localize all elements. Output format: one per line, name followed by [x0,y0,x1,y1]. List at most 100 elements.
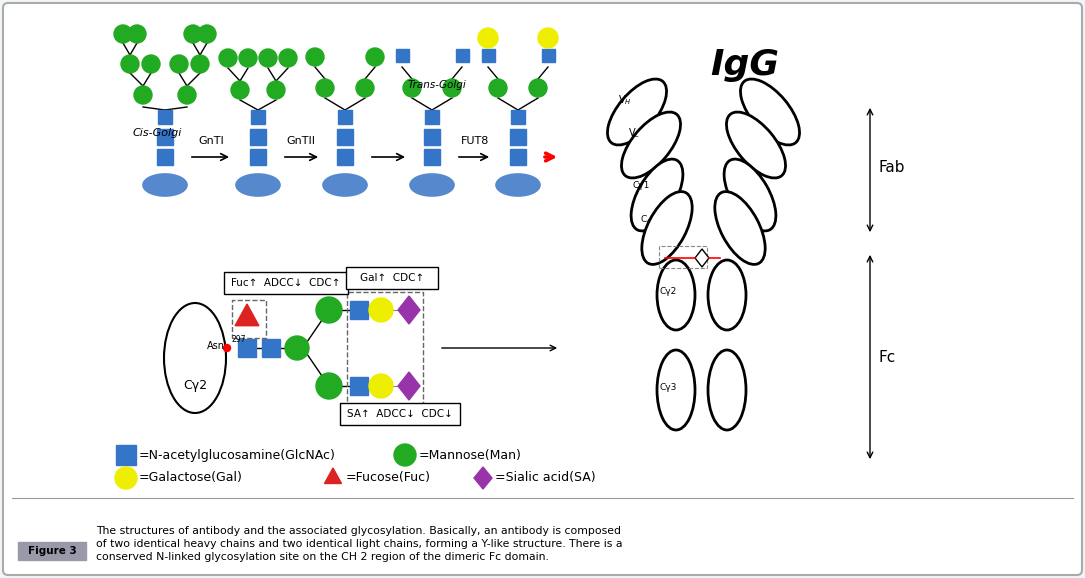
Polygon shape [324,468,342,484]
Text: Cγ2: Cγ2 [660,287,677,297]
Ellipse shape [642,191,692,264]
Ellipse shape [724,159,776,231]
Circle shape [489,79,507,97]
Circle shape [316,79,334,97]
Ellipse shape [496,174,540,196]
Ellipse shape [323,174,367,196]
Ellipse shape [164,303,226,413]
Ellipse shape [709,350,746,430]
Circle shape [224,344,230,351]
Text: SA↑  ADCC↓  CDC↓: SA↑ ADCC↓ CDC↓ [347,409,452,419]
Text: Gal↑  CDC↑: Gal↑ CDC↑ [360,273,424,283]
Bar [337,129,353,145]
Text: C$_L$: C$_L$ [640,214,652,226]
Ellipse shape [410,174,454,196]
Circle shape [394,444,416,466]
Ellipse shape [715,191,765,264]
Bar [157,149,173,165]
Bar [251,110,265,124]
Ellipse shape [740,79,800,145]
Bar [396,49,408,61]
Text: Fab: Fab [878,161,905,176]
Circle shape [191,55,209,73]
Ellipse shape [658,260,695,330]
Circle shape [369,298,393,322]
Text: IgG: IgG [711,48,779,82]
Circle shape [443,79,461,97]
Bar [250,149,266,165]
Bar [261,339,280,357]
Circle shape [231,81,248,99]
Circle shape [142,55,159,73]
Circle shape [316,373,342,399]
Polygon shape [398,296,420,324]
Text: Cis-Golgi: Cis-Golgi [132,128,181,138]
Bar [12,498,1073,566]
Circle shape [267,81,285,99]
Circle shape [178,86,196,104]
Polygon shape [235,304,259,325]
Text: 297: 297 [231,335,245,344]
Bar [482,49,495,61]
FancyBboxPatch shape [3,3,1082,575]
Circle shape [219,49,237,67]
FancyBboxPatch shape [346,267,438,289]
Circle shape [114,25,132,43]
Bar [424,129,441,145]
Text: GnTII: GnTII [286,136,316,146]
Text: Fc: Fc [878,350,895,365]
Bar [158,110,173,124]
Text: conserved N-linked glycosylation site on the CH 2 region of the dimeric Fc domai: conserved N-linked glycosylation site on… [95,552,549,562]
Circle shape [239,49,257,67]
Text: V$_H$: V$_H$ [618,93,631,107]
Ellipse shape [658,350,695,430]
Circle shape [184,25,202,43]
Text: =Sialic acid(SA): =Sialic acid(SA) [495,472,596,484]
Bar [510,149,526,165]
Ellipse shape [631,159,682,231]
Bar [339,110,352,124]
Text: Cγ3: Cγ3 [660,383,677,392]
Circle shape [316,297,342,323]
Bar [350,377,368,395]
Circle shape [306,48,324,66]
Bar [337,149,353,165]
Bar [116,445,136,465]
Text: of two identical heavy chains and two identical light chains, forming a Y-like s: of two identical heavy chains and two id… [95,539,623,549]
Bar [350,301,368,319]
Circle shape [538,28,558,48]
Polygon shape [695,249,709,267]
Text: Figure 3: Figure 3 [27,546,76,556]
Text: =N-acetylglucosamine(GlcNAc): =N-acetylglucosamine(GlcNAc) [139,449,336,461]
Circle shape [356,79,374,97]
Circle shape [369,374,393,398]
Circle shape [170,55,188,73]
Bar [425,110,439,124]
Circle shape [197,25,216,43]
Text: Cγ2: Cγ2 [183,380,207,392]
Text: =Fucose(Fuc): =Fucose(Fuc) [346,472,431,484]
Circle shape [122,55,139,73]
Text: Fuc↑  ADCC↓  CDC↑: Fuc↑ ADCC↓ CDC↑ [231,278,341,288]
Bar [424,149,441,165]
Text: GnTI: GnTI [199,136,224,146]
Circle shape [285,336,309,360]
Circle shape [135,86,152,104]
Bar [18,542,86,560]
Text: Trans-Golgi: Trans-Golgi [408,80,467,90]
Ellipse shape [143,174,187,196]
Text: =Mannose(Man): =Mannose(Man) [419,449,522,461]
Circle shape [529,79,547,97]
Circle shape [115,467,137,489]
Text: FUT8: FUT8 [461,136,489,146]
Text: The structures of antibody and the associated glycosylation. Basically, an antib: The structures of antibody and the assoc… [95,526,621,536]
Ellipse shape [709,260,746,330]
FancyBboxPatch shape [224,272,348,294]
Ellipse shape [237,174,280,196]
Text: V$_L$: V$_L$ [628,126,640,140]
Text: =Galactose(Gal): =Galactose(Gal) [139,472,243,484]
Circle shape [128,25,146,43]
Bar [510,129,526,145]
Bar [238,339,256,357]
Polygon shape [474,467,492,489]
